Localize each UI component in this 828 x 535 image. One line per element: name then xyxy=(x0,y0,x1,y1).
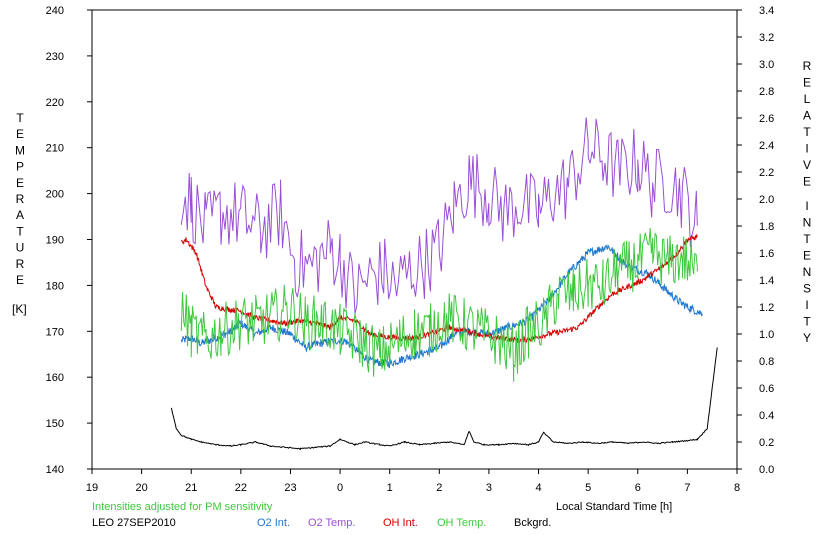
right-tick-label: 1.0 xyxy=(759,329,774,341)
right-label-letter: I xyxy=(805,298,808,312)
x-tick-label: 8 xyxy=(734,482,740,494)
series-line-oh-temp xyxy=(180,228,698,382)
right-label-letter: N xyxy=(803,265,812,279)
x-tick-label: 20 xyxy=(135,482,147,494)
left-label-letter: E xyxy=(16,273,24,287)
legend-entry: O2 Int. xyxy=(257,517,290,529)
right-tick-label: 3.4 xyxy=(759,5,774,17)
right-label-letter: T xyxy=(803,232,811,246)
right-label-letter: V xyxy=(803,158,811,172)
series-line-oh-int xyxy=(180,233,698,344)
right-label-letter: E xyxy=(803,175,811,189)
right-label-letter: E xyxy=(803,76,811,90)
right-tick-label: 1.2 xyxy=(759,302,774,314)
right-label-letter: T xyxy=(803,125,811,139)
x-tick-label: 2 xyxy=(436,482,442,494)
left-label-letter: A xyxy=(16,208,24,222)
left-tick-label: 140 xyxy=(46,464,64,476)
right-tick-label: 0.8 xyxy=(759,356,774,368)
right-label-letter: L xyxy=(804,92,811,106)
x-tick-label: 3 xyxy=(486,482,492,494)
footer-station: LEO 27SEP2010 xyxy=(92,517,176,529)
right-tick-label: 0.4 xyxy=(759,410,774,422)
right-label-letter: R xyxy=(803,59,812,73)
right-axis: 0.0 0.2 0.4 0.6 0.8 1.0 1.2 1.4 1.6 1.8 2.0 2.2 2.4 2… xyxy=(737,5,774,476)
left-tick-label: 210 xyxy=(46,143,64,155)
x-tick-label: 21 xyxy=(185,482,197,494)
legend-entry: OH Int. xyxy=(383,517,418,529)
right-tick-label: 0.0 xyxy=(759,464,774,476)
right-tick-label: 1.8 xyxy=(759,221,774,233)
left-label-letter: M xyxy=(15,143,25,157)
x-tick-label: 1 xyxy=(387,482,393,494)
left-label-letter: R xyxy=(16,192,25,206)
right-label-letter: S xyxy=(803,282,811,296)
right-label-letter: T xyxy=(803,315,811,329)
right-tick-label: 3.2 xyxy=(759,32,774,44)
left-tick-label: 220 xyxy=(46,97,64,109)
left-tick-label: 200 xyxy=(46,189,64,201)
legend-entry: Bckgrd. xyxy=(514,517,551,529)
right-tick-label: 0.2 xyxy=(759,437,774,449)
left-tick-label: 230 xyxy=(46,51,64,63)
x-tick-label: 23 xyxy=(284,482,296,494)
x-tick-label: 22 xyxy=(235,482,247,494)
left-tick-label: 240 xyxy=(46,5,64,17)
right-tick-label: 2.8 xyxy=(759,86,774,98)
right-label-letter: N xyxy=(803,216,812,230)
right-tick-label: 1.4 xyxy=(759,275,774,287)
left-tick-label: 170 xyxy=(46,326,64,338)
right-label-letter: I xyxy=(805,142,808,156)
x-tick-label: 6 xyxy=(635,482,641,494)
left-label-letter: E xyxy=(16,176,24,190)
x-axis-label: Local Standard Time [h] xyxy=(556,501,672,513)
series-line-bckgrd xyxy=(170,347,718,451)
series-layer xyxy=(170,117,718,451)
right-tick-label: 0.6 xyxy=(759,383,774,395)
right-tick-label: 3.0 xyxy=(759,59,774,71)
left-tick-label: 160 xyxy=(46,372,64,384)
left-tick-label: 190 xyxy=(46,235,64,247)
right-tick-label: 2.0 xyxy=(759,194,774,206)
x-tick-label: 4 xyxy=(535,482,541,494)
left-label-letter: R xyxy=(16,257,25,271)
legend-entry: O2 Temp. xyxy=(308,517,356,529)
series-line-o2-temp xyxy=(180,117,698,314)
right-tick-label: 2.4 xyxy=(759,140,774,152)
right-tick-label: 1.6 xyxy=(759,248,774,260)
right-tick-label: 2.6 xyxy=(759,113,774,125)
left-axis: 140 150 160 170 180 190 200 210 220 230 240 xyxy=(46,5,92,476)
left-label-letter: T xyxy=(16,111,24,125)
right-label-letter: E xyxy=(803,249,811,263)
x-axis: 19 20 21 22 23 0 1 2 3 4 5 6 7 8 xyxy=(86,469,740,494)
left-label-letter: E xyxy=(16,127,24,141)
right-label-letter: A xyxy=(803,109,811,123)
left-tick-label: 180 xyxy=(46,280,64,292)
right-label-letter: Y xyxy=(803,331,811,345)
x-tick-label: 5 xyxy=(585,482,591,494)
legend: O2 Int. O2 Temp. OH Int. OH Temp. Bckgrd. xyxy=(257,517,551,529)
x-tick-label: 19 xyxy=(86,482,98,494)
left-tick-label: 150 xyxy=(46,418,64,430)
footer-note: Intensities adjusted for PM sensitivity xyxy=(92,501,273,513)
legend-entry: OH Temp. xyxy=(437,517,486,529)
left-axis-unit: [K] xyxy=(12,302,27,316)
x-tick-label: 0 xyxy=(337,482,343,494)
left-label-letter: U xyxy=(16,241,25,255)
left-label-letter: P xyxy=(16,160,24,174)
right-tick-label: 2.2 xyxy=(759,167,774,179)
left-label-letter: T xyxy=(16,224,24,238)
right-label-letter: I xyxy=(805,199,808,213)
x-tick-label: 7 xyxy=(684,482,690,494)
